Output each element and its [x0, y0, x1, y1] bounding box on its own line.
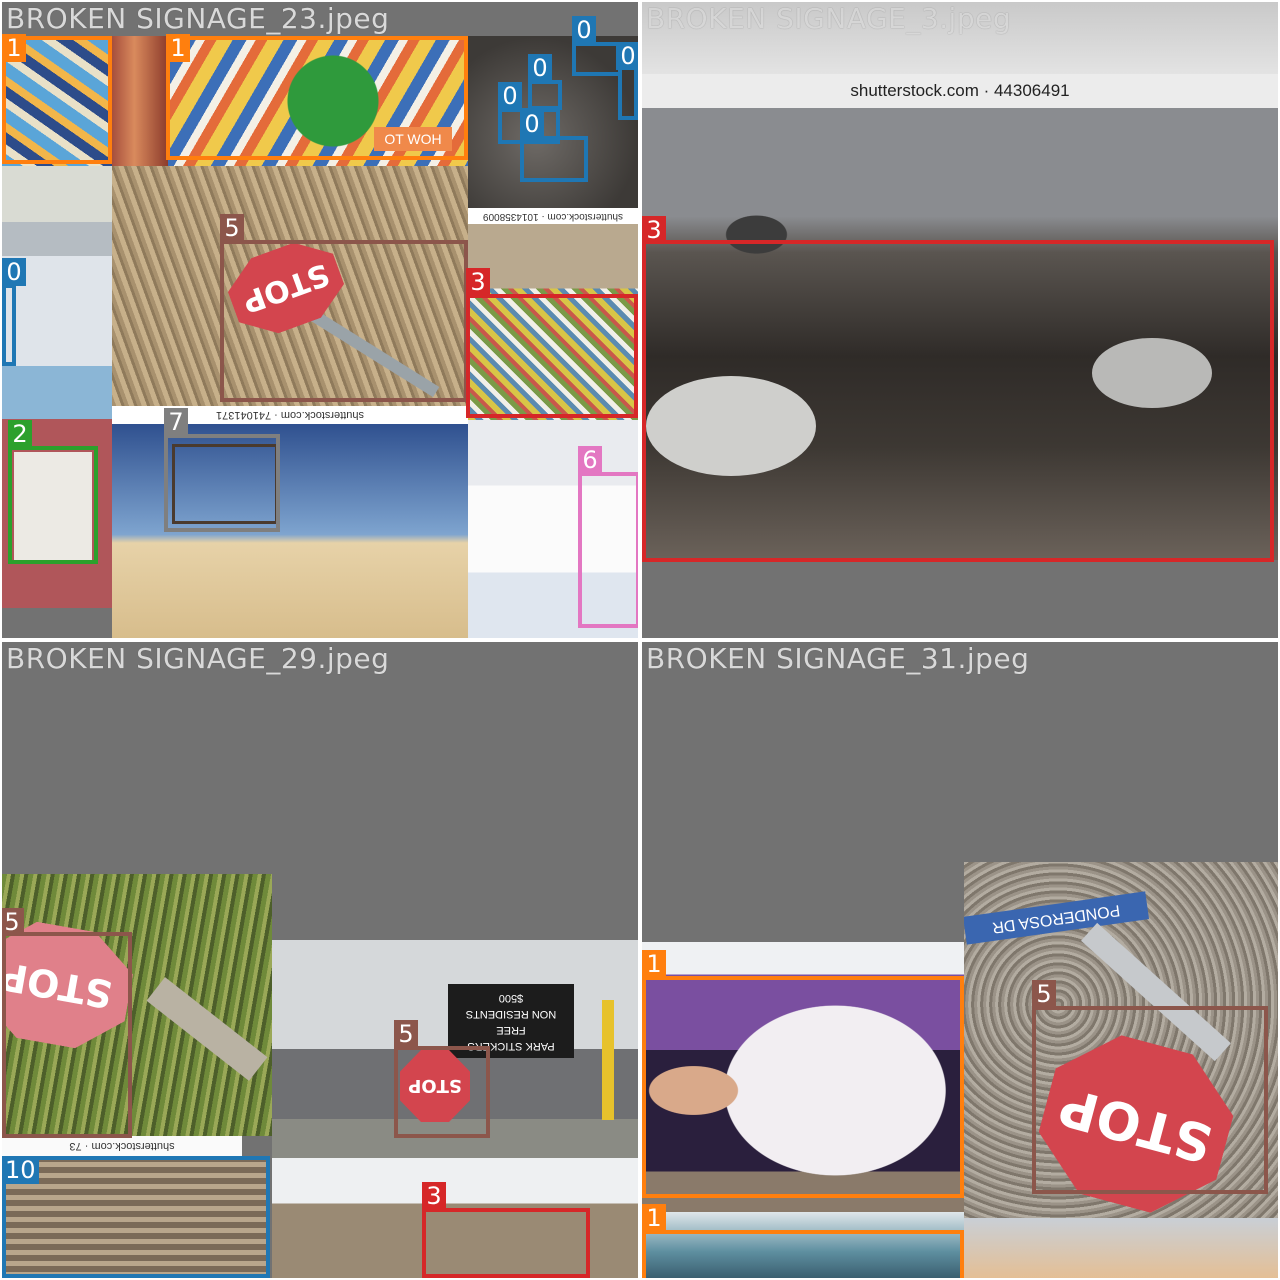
park-sign-line: $500	[498, 992, 524, 1004]
detection-label: 1	[642, 950, 666, 978]
detection-label: 3	[642, 216, 666, 244]
detection-label: 0	[572, 16, 596, 44]
image-tile-garbage-heap	[468, 208, 638, 420]
street-sign: PONDEROSA DR	[964, 891, 1150, 945]
waste-sack	[646, 376, 816, 476]
panel-title: BROKEN SIGNAGE_31.jpeg	[646, 642, 1030, 675]
detection-box: 5	[2, 908, 132, 1138]
image-tile-grass-stop: STOP	[2, 874, 272, 1136]
plastic-bag	[1092, 338, 1212, 408]
mosaic-panel-1: BROKEN SIGNAGE_23.jpeg OT WOH STOP shutt…	[2, 2, 638, 638]
detection-box: 6	[578, 446, 638, 628]
panel-title: BROKEN SIGNAGE_3.jpeg	[646, 2, 1012, 35]
detection-label: 1	[166, 34, 190, 62]
detection-box: 10	[2, 1156, 270, 1278]
detection-label: 6	[578, 446, 602, 474]
image-tile-broken-panel	[468, 420, 638, 638]
detection-box: 1	[642, 950, 964, 1198]
panel-title: BROKEN SIGNAGE_29.jpeg	[6, 642, 390, 675]
image-tile-graffiti-wall	[642, 942, 964, 1212]
detection-box: 0	[572, 16, 622, 76]
mosaic-panel-2: shutterstock.com · 44306491 BROKEN SIGNA…	[642, 2, 1278, 638]
detection-label: 1	[2, 34, 26, 62]
image-tile-landfill-workers	[642, 108, 1278, 560]
wooden-post	[146, 977, 268, 1081]
detection-label: 0	[528, 54, 552, 82]
detection-label: 5	[394, 1020, 418, 1048]
detection-label: 0	[498, 82, 522, 110]
mosaic-panel-3: BROKEN SIGNAGE_29.jpeg STOP PARK STICKER…	[2, 642, 638, 1278]
detection-label: 0	[2, 258, 26, 286]
image-tile-dump-truck	[272, 1158, 638, 1278]
detection-box: 0	[528, 54, 562, 110]
pedestrian-sign	[14, 452, 92, 560]
detection-label: 5	[220, 214, 244, 242]
graffiti-sign: OT WOH	[374, 127, 452, 151]
watermark: shutterstock.com · 73	[2, 1136, 242, 1156]
detection-box: 5	[1032, 980, 1268, 1194]
detection-box: 3	[466, 268, 638, 418]
watermark: shutterstock.com · 1014358009	[482, 211, 624, 222]
detection-box: 2	[8, 420, 98, 564]
detection-box: 3	[642, 216, 1274, 562]
detection-box: 5	[220, 214, 468, 402]
detection-box: 0	[616, 42, 638, 120]
detection-label: 5	[1032, 980, 1056, 1008]
image-tile-mural-strip	[112, 36, 168, 166]
detection-label: 2	[8, 420, 32, 448]
detection-box: 1	[642, 1204, 964, 1278]
image-tile-fallen-stop: STOP	[112, 166, 468, 406]
detection-label: 1	[642, 1204, 666, 1232]
detection-box: 5	[394, 1020, 490, 1138]
detection-box: 3	[422, 1182, 590, 1278]
detection-label: 3	[466, 268, 490, 296]
detection-box: 0	[2, 258, 26, 366]
park-sign-line: NON RESIDENTS	[465, 1008, 557, 1020]
image-tile-mural-bottom	[642, 1212, 964, 1278]
park-sign-line: FREE	[496, 1024, 526, 1036]
detection-label: 3	[422, 1182, 446, 1210]
image-tile-sign-top	[642, 2, 1278, 74]
detection-label: 0	[520, 110, 544, 138]
watermark: shutterstock.com · 44306491	[642, 74, 1278, 108]
detection-box: 1	[2, 34, 112, 164]
detection-box: 0	[520, 110, 588, 182]
detection-box: 1	[166, 34, 468, 160]
image-tile-padding	[642, 560, 1278, 638]
image-tile-pedestrian-sign	[2, 366, 112, 608]
image-tile-stop-gravel: PONDEROSA DR STOP	[964, 862, 1278, 1218]
detection-label: 10	[2, 1156, 39, 1184]
mosaic-panel-4: BROKEN SIGNAGE_31.jpeg PONDEROSA DR STOP…	[642, 642, 1278, 1278]
image-tile-sky	[964, 1218, 1278, 1278]
detection-label: 0	[616, 42, 638, 70]
image-tile-shutters	[2, 1156, 268, 1278]
detection-label: 7	[164, 408, 188, 436]
yellow-post	[602, 1000, 614, 1120]
detection-label: 5	[2, 908, 24, 936]
detection-box: 7	[164, 408, 280, 532]
panel-title: BROKEN SIGNAGE_23.jpeg	[6, 2, 390, 35]
